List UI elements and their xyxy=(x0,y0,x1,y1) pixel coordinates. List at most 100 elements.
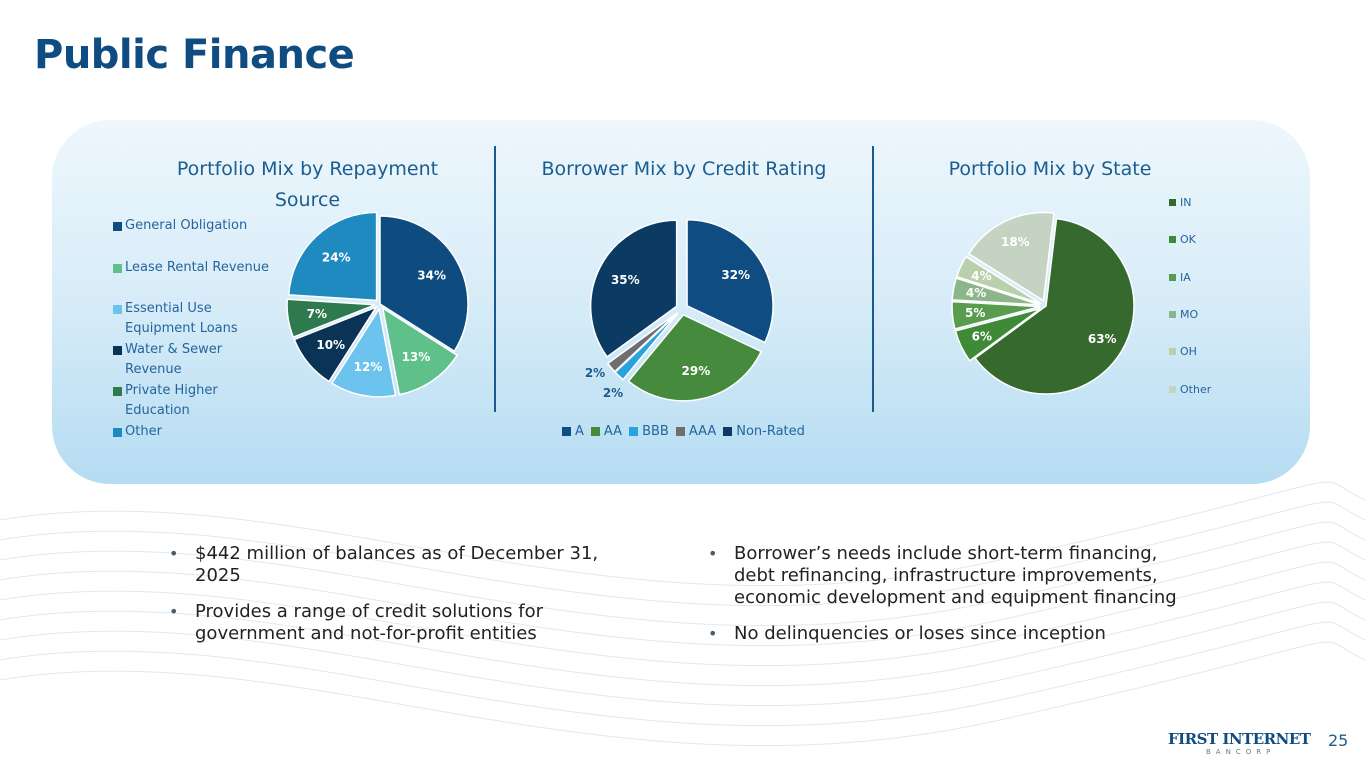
pie-data-label: 4% xyxy=(966,286,986,300)
pie-repayment-source: 34% 13% 12% 10% 7% 24% xyxy=(286,211,469,398)
legend-item: Other xyxy=(113,422,162,442)
legend-item: OK xyxy=(1169,233,1196,246)
pie-slice-ia xyxy=(951,300,1041,330)
chart-title-credit-rating: Borrower Mix by Credit Rating xyxy=(541,158,827,180)
legend-item: IA xyxy=(1169,271,1191,284)
legend-label: A xyxy=(575,424,584,439)
pie-data-label: 5% xyxy=(965,306,985,320)
pie-slice-water-sewer-revenue xyxy=(293,305,379,383)
bullet-item: $442 million of balances as of December … xyxy=(169,543,649,587)
pie-slice-other xyxy=(967,211,1055,302)
legend-label: OH xyxy=(1180,345,1197,358)
pie-data-label: 13% xyxy=(402,350,431,364)
legend-swatch xyxy=(629,427,639,436)
legend-swatch xyxy=(113,428,122,437)
page-title: Public Finance xyxy=(34,32,355,78)
legend-label: General Obligation xyxy=(125,218,248,233)
legend-swatch xyxy=(113,305,122,314)
bullets-left: $442 million of balances as of December … xyxy=(169,543,649,659)
pie-slice-other xyxy=(287,211,378,302)
legend-item: BBB xyxy=(629,424,669,439)
pie-slice-in xyxy=(974,217,1135,395)
pie-slice-lease-rental-revenue xyxy=(381,306,459,396)
legend-label: Non-Rated xyxy=(736,424,805,439)
legend-item: AA xyxy=(590,424,623,439)
pie-data-label: 18% xyxy=(1001,235,1030,249)
pie-data-label: 10% xyxy=(316,338,345,352)
legend-label: Water & Sewer Revenue xyxy=(125,342,223,377)
bullet-item: No delinquencies or loses since inceptio… xyxy=(708,623,1178,645)
bullet-item: Provides a range of credit solutions for… xyxy=(169,601,649,645)
pie-slice-a xyxy=(686,219,774,344)
pie-slice-general-obligation xyxy=(379,215,469,353)
legend-swatch xyxy=(1169,348,1176,355)
chart-title-repayment-source: Portfolio Mix by Repayment Source xyxy=(176,158,439,211)
legend-swatch xyxy=(1169,199,1176,206)
divider-1 xyxy=(494,146,496,412)
pie-data-label: 32% xyxy=(721,268,750,282)
legend-swatch xyxy=(1169,236,1176,243)
legend-item: AAA xyxy=(675,424,717,439)
pie-data-label: 34% xyxy=(417,269,446,283)
pie-data-label: 63% xyxy=(1088,332,1117,346)
pie-credit-rating: 32% 29% 2% 2% 35% xyxy=(585,219,774,402)
legend-swatch xyxy=(675,427,685,436)
legend-label: IA xyxy=(1180,271,1191,284)
legend-credit-rating: A AA BBB AAA Non-Rated xyxy=(562,424,805,439)
legend-label: MO xyxy=(1180,308,1199,321)
pie-state: 63% 6% 5% 4% 4% 18% xyxy=(951,211,1135,395)
pie-slice-ok xyxy=(954,307,1042,362)
legend-item: Non-Rated xyxy=(723,424,805,439)
company-logo: FIRST INTERNET BANCORP xyxy=(1168,730,1311,758)
legend-item: Private Higher Education xyxy=(113,381,238,421)
legend-item: Lease Rental Revenue xyxy=(113,258,269,278)
pie-slice-oh xyxy=(955,255,1041,305)
legend-item: MO xyxy=(1169,308,1198,321)
pie-slice-aaa xyxy=(606,312,678,373)
pie-data-label: 2% xyxy=(603,386,623,400)
legend-label: Essential Use Equipment Loans xyxy=(125,301,238,336)
pie-data-label: 6% xyxy=(972,330,992,344)
legend-label: Private Higher Education xyxy=(125,383,218,418)
pie-data-label: 35% xyxy=(611,273,640,287)
legend-swatch xyxy=(562,427,571,436)
legend-item: Other xyxy=(1169,383,1211,396)
page-number: 25 xyxy=(1328,731,1349,750)
legend-swatch xyxy=(113,264,122,273)
pie-slice-aa xyxy=(627,313,763,402)
legend-label: Lease Rental Revenue xyxy=(125,260,269,275)
pie-data-label: 7% xyxy=(307,307,327,321)
legend-swatch xyxy=(1169,311,1176,318)
logo-subtext: BANCORP xyxy=(1206,748,1276,756)
legend-label: AAA xyxy=(688,424,717,439)
legend-label: BBB xyxy=(642,424,669,439)
legend-item: OH xyxy=(1169,345,1197,358)
legend-swatch xyxy=(723,427,733,436)
legend-label: Other xyxy=(1180,383,1212,396)
legend-item: Water & Sewer Revenue xyxy=(113,340,238,380)
pie-slice-non-rated xyxy=(589,219,678,358)
pie-slice-mo xyxy=(951,277,1041,306)
legend-swatch xyxy=(113,387,122,396)
legend-label: IN xyxy=(1180,196,1192,209)
legend-swatch xyxy=(1169,386,1176,393)
logo-text: FIRST INTERNET xyxy=(1168,730,1311,748)
chart-title-state: Portfolio Mix by State xyxy=(948,158,1152,180)
pie-slice-essential-use-equipment-loans xyxy=(330,306,397,398)
legend-item: A xyxy=(562,424,584,439)
pie-data-label: 12% xyxy=(354,360,383,374)
legend-swatch xyxy=(590,427,600,436)
legend-label: Other xyxy=(125,424,162,439)
pie-data-label: 24% xyxy=(322,250,351,264)
legend-item: General Obligation xyxy=(113,216,247,236)
legend-label: OK xyxy=(1180,233,1196,246)
pie-slice-private-higher-education xyxy=(286,298,376,339)
legend-item: Essential Use Equipment Loans xyxy=(113,299,263,339)
legend-label: AA xyxy=(603,424,623,439)
pie-data-label: 29% xyxy=(682,364,711,378)
legend-swatch xyxy=(113,346,122,355)
bullets-right: Borrower’s needs include short-term fina… xyxy=(708,543,1178,659)
legend-item: IN xyxy=(1169,196,1191,209)
pie-data-label: 4% xyxy=(971,269,991,283)
pie-slice-bbb xyxy=(614,312,679,381)
